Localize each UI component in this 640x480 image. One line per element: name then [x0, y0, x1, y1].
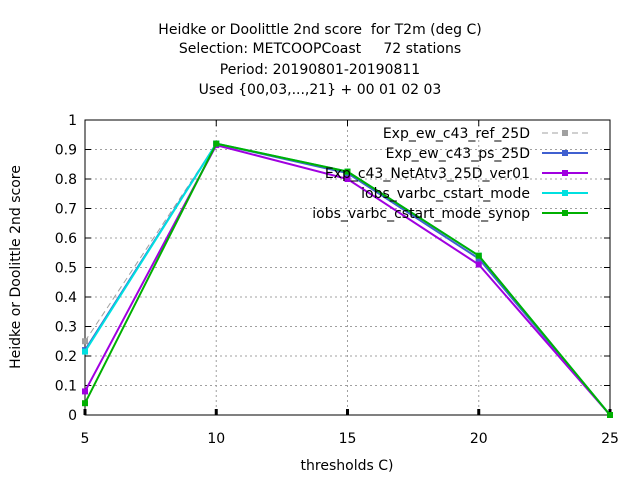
data-point	[475, 252, 482, 259]
legend-swatch-marker-1	[562, 130, 568, 136]
data-point	[82, 388, 88, 395]
y-axis-label: Heidke or Doolittle 2nd score	[8, 165, 24, 369]
legend-swatch-marker-4	[562, 190, 568, 196]
chart-title-line-3: Period: 20190801-20190811	[219, 62, 421, 78]
y-tick-label: 0.3	[55, 320, 77, 336]
data-point	[213, 140, 220, 147]
legend-label-5: iobs_varbc_cstart_mode_synop	[312, 206, 530, 222]
series-line-1	[84, 143, 611, 416]
data-point	[607, 412, 613, 418]
y-tick-label: 0.4	[55, 290, 77, 306]
series-line-5	[84, 142, 611, 416]
chart-title-line-1: Heidke or Doolittle 2nd score for T2m (d…	[158, 22, 482, 38]
y-tick-label: 0	[68, 408, 77, 424]
legend-swatch-marker-5	[562, 210, 568, 216]
legend-swatch-marker-2	[562, 150, 568, 156]
legend-label-4: iobs_varbc_cstart_mode	[361, 186, 530, 202]
grid-lines	[85, 120, 610, 415]
x-tick-label: 5	[81, 431, 90, 447]
data-point	[344, 168, 351, 175]
data-point	[82, 400, 88, 407]
chart-title-line-2: Selection: METCOOPCoast 72 stations	[178, 41, 462, 57]
x-tick-label: 25	[601, 431, 619, 447]
y-tick-label: 0.7	[55, 202, 77, 218]
chart-title-line-4: Used {00,03,...,21} + 00 01 02 03	[198, 82, 442, 98]
plot-frame	[84, 119, 611, 416]
x-axis-label: thresholds C)	[301, 458, 394, 474]
y-tick-label: 0.1	[55, 379, 77, 395]
y-tick-label: 0.2	[55, 349, 77, 365]
data-point	[344, 176, 351, 182]
y-tick-label: 1	[68, 113, 77, 129]
legend-label-2: Exp_ew_c43_ps_25D	[386, 146, 530, 162]
series-line-2	[84, 142, 611, 416]
legend-label-3: Exp_c43_NetAtv3_25D_ver01	[325, 166, 530, 182]
legend: Exp_ew_c43_ref_25D Exp_ew_c43_ps_25D Exp_c…	[312, 126, 588, 222]
legend-swatch-marker-3	[562, 170, 568, 176]
y-tick-label: 0.6	[55, 231, 77, 247]
x-tick-label: 10	[207, 431, 225, 447]
y-tick-label: 0.5	[55, 261, 77, 277]
x-tick-label: 15	[339, 431, 357, 447]
data-point	[82, 348, 88, 355]
axis-ticks: 00.10.20.30.40.50.60.70.80.915 10 15 20 25	[55, 113, 619, 447]
y-tick-label: 0.9	[55, 143, 77, 159]
legend-label-1: Exp_ew_c43_ref_25D	[383, 126, 530, 142]
x-tick-label: 20	[470, 431, 488, 447]
series-group	[82, 140, 613, 418]
y-tick-label: 0.8	[55, 172, 77, 188]
data-point	[82, 338, 88, 345]
series-line-4	[84, 142, 611, 416]
data-point	[475, 261, 482, 268]
